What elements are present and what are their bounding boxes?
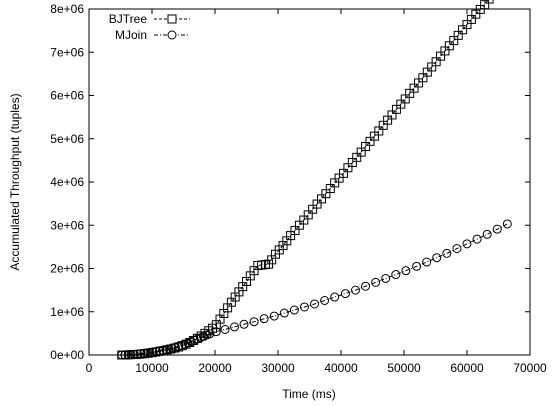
legend-label: MJoin bbox=[115, 28, 147, 42]
data-point bbox=[381, 273, 391, 283]
x-tick-label: 50000 bbox=[387, 361, 421, 375]
y-tick-label: 3e+06 bbox=[50, 218, 84, 232]
data-point bbox=[462, 239, 472, 249]
x-tick-label: 30000 bbox=[261, 361, 295, 375]
y-tick-label: 6e+06 bbox=[50, 89, 84, 103]
data-point bbox=[151, 347, 161, 357]
data-point bbox=[148, 347, 158, 357]
data-point bbox=[432, 253, 442, 263]
y-tick-label: 4e+06 bbox=[50, 175, 84, 189]
x-tick-label: 60000 bbox=[450, 361, 484, 375]
plot-frame bbox=[88, 8, 531, 356]
data-point bbox=[299, 302, 309, 312]
data-point bbox=[371, 277, 381, 287]
data-point bbox=[155, 346, 165, 356]
data-point bbox=[161, 345, 171, 355]
data-point bbox=[120, 350, 130, 360]
data-point bbox=[401, 266, 411, 276]
data-point bbox=[492, 224, 502, 234]
y-tick-label: 7e+06 bbox=[50, 45, 84, 59]
x-tick-label: 0 bbox=[86, 361, 93, 375]
legend-label: BJTree bbox=[109, 12, 148, 26]
y-tick-label: 2e+06 bbox=[50, 262, 84, 276]
data-point bbox=[391, 270, 401, 280]
legend: BJTree MJoin bbox=[109, 12, 190, 42]
y-tick-label: 8e+06 bbox=[50, 2, 84, 16]
data-point bbox=[442, 248, 452, 258]
data-point bbox=[482, 229, 492, 239]
x-axis-title: Time (ms) bbox=[282, 387, 336, 401]
y-tick-label: 0e+00 bbox=[50, 348, 84, 362]
data-point bbox=[145, 347, 155, 357]
x-tick-label: 70000 bbox=[513, 361, 547, 375]
data-point bbox=[340, 289, 350, 299]
y-axis: 0e+00 1e+06 2e+06 3e+06 4e+06 5e+06 6e+06 7e+06… bbox=[50, 2, 530, 362]
x-axis: 0 10000 20000 30000 40000 50000 60000 70000 bbox=[86, 9, 547, 375]
series-bjtree bbox=[117, 0, 494, 360]
data-point bbox=[239, 319, 249, 329]
data-point bbox=[320, 296, 330, 306]
data-point bbox=[126, 350, 136, 360]
data-point bbox=[472, 234, 482, 244]
series-layer bbox=[117, 0, 512, 360]
legend-marker bbox=[167, 14, 177, 24]
series-mjoin bbox=[117, 219, 512, 360]
data-point bbox=[422, 257, 432, 267]
data-point bbox=[117, 350, 127, 360]
y-axis-title: Accumulated Throughput (tuples) bbox=[8, 93, 22, 270]
x-tick-label: 10000 bbox=[135, 361, 169, 375]
series-line bbox=[121, 223, 508, 356]
data-point bbox=[484, 0, 494, 4]
data-point bbox=[158, 345, 168, 355]
data-point bbox=[350, 285, 360, 295]
data-point bbox=[259, 314, 269, 324]
y-tick-label: 1e+06 bbox=[50, 305, 84, 319]
y-tick-label: 5e+06 bbox=[50, 132, 84, 146]
data-point bbox=[412, 261, 422, 271]
data-point bbox=[452, 244, 462, 254]
data-point bbox=[230, 322, 240, 332]
data-point bbox=[310, 299, 320, 309]
data-point bbox=[136, 349, 146, 359]
data-point bbox=[142, 348, 152, 358]
data-point bbox=[133, 349, 143, 359]
x-tick-label: 20000 bbox=[198, 361, 232, 375]
data-point bbox=[502, 219, 512, 229]
x-tick-label: 40000 bbox=[324, 361, 358, 375]
data-point bbox=[139, 348, 149, 358]
data-point bbox=[205, 329, 215, 339]
legend-marker bbox=[167, 30, 177, 40]
series-line bbox=[121, 0, 489, 356]
data-point bbox=[361, 281, 371, 291]
data-point bbox=[220, 324, 230, 334]
data-point bbox=[279, 308, 289, 318]
data-point bbox=[123, 350, 133, 360]
data-point bbox=[211, 327, 221, 337]
data-point bbox=[289, 305, 299, 315]
data-point bbox=[249, 317, 259, 327]
data-point bbox=[269, 311, 279, 321]
data-point bbox=[330, 292, 340, 302]
data-point bbox=[129, 349, 139, 359]
